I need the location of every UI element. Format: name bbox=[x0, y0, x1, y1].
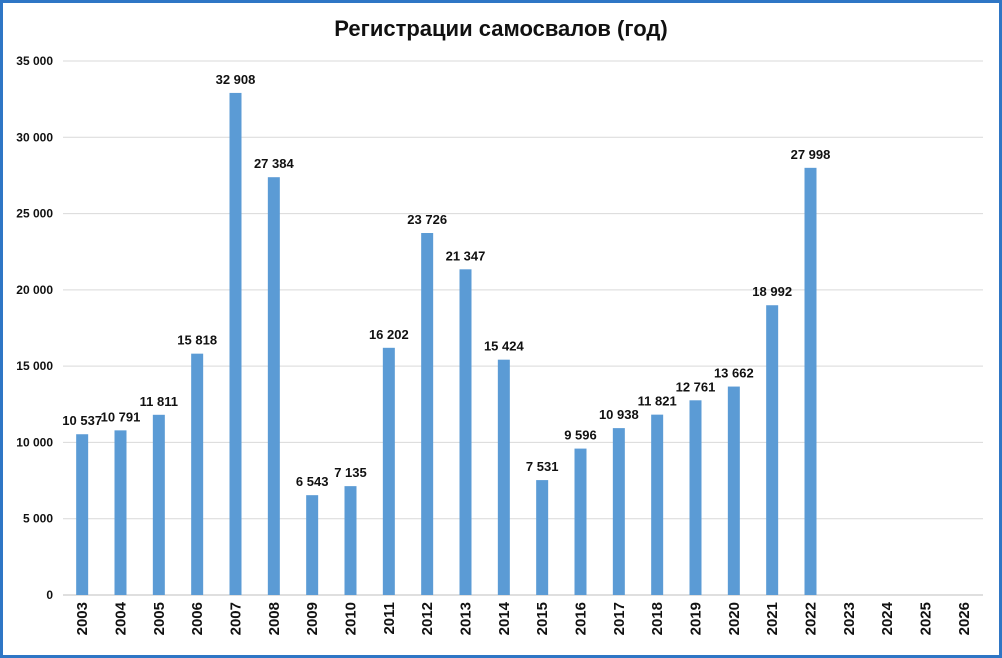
y-tick-label: 20 000 bbox=[16, 283, 53, 297]
x-tick-label: 2021 bbox=[764, 602, 781, 635]
y-tick-label: 35 000 bbox=[16, 54, 53, 68]
x-tick-label: 2008 bbox=[266, 602, 283, 635]
bar bbox=[306, 495, 319, 595]
bar bbox=[382, 347, 395, 595]
data-label: 13 662 bbox=[714, 366, 754, 381]
x-tick-label: 2022 bbox=[803, 602, 820, 635]
x-tick-label: 2009 bbox=[304, 602, 321, 635]
bar bbox=[651, 414, 664, 595]
x-tick-label: 2023 bbox=[841, 602, 858, 635]
bar bbox=[727, 386, 740, 595]
x-tick-label: 2015 bbox=[534, 602, 551, 635]
y-tick-label: 25 000 bbox=[16, 207, 53, 221]
gridlines bbox=[63, 60, 983, 596]
bar bbox=[114, 430, 127, 595]
bar bbox=[689, 400, 702, 595]
x-tick-label: 2017 bbox=[611, 602, 628, 635]
data-label: 18 992 bbox=[752, 284, 792, 299]
data-label: 15 818 bbox=[177, 333, 217, 348]
data-label: 9 596 bbox=[564, 428, 597, 443]
x-tick-label: 2024 bbox=[879, 601, 896, 635]
y-tick-label: 5 000 bbox=[23, 512, 53, 526]
data-label: 27 998 bbox=[791, 147, 831, 162]
y-tick-label: 10 000 bbox=[16, 435, 53, 449]
x-tick-label: 2011 bbox=[381, 602, 398, 635]
x-tick-label: 2004 bbox=[113, 601, 130, 635]
bar bbox=[152, 414, 165, 595]
bar bbox=[76, 434, 89, 595]
data-label: 7 135 bbox=[334, 465, 367, 480]
data-label: 6 543 bbox=[296, 474, 329, 489]
data-label: 21 347 bbox=[446, 248, 486, 263]
bar bbox=[459, 269, 472, 595]
data-label: 11 811 bbox=[140, 394, 178, 409]
data-label: 16 202 bbox=[369, 327, 409, 342]
bar bbox=[574, 448, 587, 595]
data-label: 23 726 bbox=[407, 212, 447, 227]
bar bbox=[536, 480, 549, 595]
bars bbox=[76, 92, 817, 596]
bar bbox=[497, 359, 510, 595]
y-tick-label: 0 bbox=[46, 588, 53, 602]
x-tick-label: 2014 bbox=[496, 601, 513, 635]
x-tick-label: 2025 bbox=[918, 602, 935, 635]
bar bbox=[344, 486, 357, 595]
bar bbox=[267, 177, 280, 595]
bar bbox=[612, 428, 625, 595]
x-tick-label: 2010 bbox=[343, 602, 360, 635]
data-label: 15 424 bbox=[484, 339, 525, 354]
x-tick-label: 2006 bbox=[189, 602, 206, 635]
x-tick-label: 2020 bbox=[726, 602, 743, 635]
x-axis-ticks: 2003 2004 2005 2006 2007 2008 2009 2010 2011 2012… bbox=[74, 601, 973, 635]
x-tick-label: 2026 bbox=[956, 602, 973, 635]
y-tick-label: 30 000 bbox=[16, 130, 53, 144]
data-label: 10 791 bbox=[101, 409, 141, 424]
bar bbox=[191, 353, 204, 595]
data-label: 32 908 bbox=[216, 72, 256, 87]
x-tick-label: 2005 bbox=[151, 602, 168, 635]
bar bbox=[229, 92, 242, 596]
bar bbox=[804, 167, 817, 596]
x-tick-label: 2007 bbox=[228, 602, 245, 635]
data-label: 10 537 bbox=[62, 413, 102, 428]
x-tick-label: 2019 bbox=[688, 602, 705, 635]
x-tick-label: 2012 bbox=[419, 602, 436, 635]
y-axis-ticks: 0 5 000 10 000 15 000 20 000 25 000 30 000 35 0… bbox=[16, 54, 53, 602]
chart-title: Регистрации самосвалов (год) bbox=[334, 16, 668, 41]
x-tick-label: 2018 bbox=[649, 602, 666, 635]
x-tick-label: 2013 bbox=[458, 602, 475, 635]
data-label: 11 821 bbox=[638, 394, 677, 409]
y-tick-label: 15 000 bbox=[16, 359, 53, 373]
data-label: 27 384 bbox=[254, 156, 295, 171]
x-tick-label: 2016 bbox=[573, 602, 590, 635]
bar bbox=[421, 233, 434, 595]
data-label: 10 938 bbox=[599, 407, 639, 422]
data-label: 7 531 bbox=[526, 459, 559, 474]
x-tick-label: 2003 bbox=[74, 602, 91, 635]
data-label: 12 761 bbox=[676, 379, 716, 394]
bar bbox=[766, 305, 779, 595]
